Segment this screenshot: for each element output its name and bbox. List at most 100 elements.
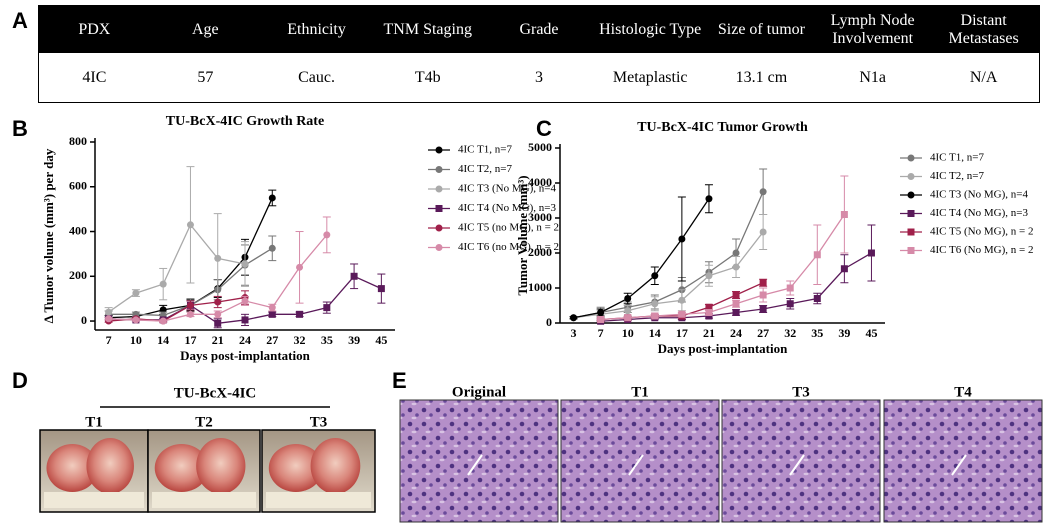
data-point — [732, 249, 740, 257]
image-label: T3 — [792, 384, 810, 400]
panel-label: D — [12, 368, 28, 393]
data-point — [840, 265, 848, 273]
data-point — [732, 309, 740, 316]
table-cell: T4b — [372, 53, 484, 103]
legend-marker — [435, 244, 443, 251]
panel-label: A — [12, 8, 28, 33]
arrow — [628, 454, 644, 476]
x-tick-label: 17 — [184, 333, 196, 347]
data-point — [732, 263, 740, 271]
x-tick-label: 45 — [375, 333, 387, 347]
table-body: 4IC 57 Cauc. T4b 3 Metaplastic 13.1 cm N1a N/A — [38, 53, 1040, 103]
x-tick-label: 17 — [676, 326, 688, 340]
data-point — [296, 310, 304, 318]
data-point — [813, 251, 821, 259]
data-point — [786, 300, 794, 308]
image-label: T4 — [954, 384, 972, 400]
series-line — [573, 198, 710, 319]
data-point — [241, 260, 249, 268]
series-line — [573, 191, 764, 319]
data-point — [241, 297, 249, 305]
series-line — [600, 214, 845, 321]
legend-label: 4IC T4 (No MG), n=3 — [458, 202, 556, 214]
image-label: T3 — [310, 414, 328, 430]
legend-marker — [907, 210, 915, 217]
legend-marker — [435, 224, 443, 232]
legend-marker — [907, 228, 915, 236]
y-tick-label: 5000 — [528, 140, 552, 154]
x-tick-label: 27 — [266, 333, 278, 347]
tumor-photo — [310, 438, 361, 494]
data-point — [323, 231, 331, 239]
x-tick-label: 35 — [811, 326, 823, 340]
patient-table: PDX Age Ethnicity TNM Staging Grade Histologi… — [38, 5, 1040, 103]
panel-label: C — [536, 116, 552, 141]
table-cell: N/A — [928, 53, 1040, 103]
y-tick-label: 200 — [69, 268, 87, 282]
x-tick-label: 24 — [730, 326, 742, 340]
legend-label: 4IC T3 (No MG), n=4 — [458, 183, 556, 195]
data-point — [377, 285, 385, 293]
panel-label: B — [12, 116, 28, 141]
tumor-photo — [86, 438, 134, 494]
series-line — [573, 231, 764, 319]
data-point — [705, 303, 713, 311]
legend-label: 4IC T6 (no MG), n = 2 — [458, 241, 559, 253]
legend-label: 4IC T1, n=7 — [930, 152, 984, 164]
legend-marker — [435, 185, 443, 193]
x-tick-label: 7 — [598, 326, 604, 340]
data-point — [323, 304, 331, 312]
table-cell: 57 — [149, 53, 261, 103]
header-cell: Lymph Node Involvement — [817, 5, 929, 53]
data-point — [159, 317, 167, 325]
data-point — [705, 272, 713, 280]
x-tick-label: 39 — [838, 326, 850, 340]
data-point — [296, 263, 304, 271]
data-point — [132, 316, 140, 324]
x-axis-label: Days post-implantation — [658, 341, 788, 356]
x-tick-label: 14 — [157, 333, 169, 347]
data-point — [651, 312, 659, 320]
legend-label: 4IC T2, n=7 — [458, 163, 512, 175]
data-point — [186, 221, 194, 229]
legend-label: 4IC T3 (No MG), n=4 — [930, 189, 1028, 201]
panel-label: E — [392, 368, 407, 393]
x-tick-label: 24 — [239, 333, 251, 347]
data-point — [268, 194, 276, 202]
table-cell: N1a — [817, 53, 929, 103]
data-point — [705, 195, 713, 203]
data-point — [186, 310, 194, 318]
data-point — [813, 295, 821, 302]
x-tick-label: 35 — [321, 333, 333, 347]
data-point — [132, 289, 140, 297]
table-cell: 3 — [483, 53, 595, 103]
data-point — [624, 295, 632, 302]
y-tick-label: 800 — [69, 134, 87, 148]
header-cell: Ethnicity — [260, 5, 373, 53]
arrow — [951, 454, 967, 476]
y-tick-label: 600 — [69, 179, 87, 193]
ruler — [266, 492, 371, 508]
data-point — [159, 280, 167, 288]
table-header: PDX Age Ethnicity TNM Staging Grade Histologi… — [38, 5, 1040, 53]
panel-title: TU-BcX-4IC — [174, 385, 257, 401]
arrow — [467, 454, 483, 476]
data-point — [678, 296, 686, 304]
y-tick-label: 3000 — [528, 210, 552, 224]
image-label: T1 — [85, 414, 103, 430]
data-point — [241, 316, 249, 324]
legend-marker — [907, 247, 915, 254]
legend-label: 4IC T5 (No MG), n = 2 — [930, 226, 1033, 238]
table-cell: Metaplastic — [594, 53, 706, 103]
legend-label: 4IC T1, n=7 — [458, 144, 512, 156]
data-point — [678, 235, 686, 243]
x-tick-label: 45 — [865, 326, 877, 340]
tumor-photo — [268, 444, 324, 492]
data-point — [597, 309, 605, 316]
data-point — [786, 284, 794, 292]
table-row: 4IC 57 Cauc. T4b 3 Metaplastic 13.1 cm N1a N/A — [38, 53, 1040, 103]
data-point — [651, 300, 659, 308]
data-point — [597, 316, 605, 323]
data-point — [214, 319, 222, 327]
